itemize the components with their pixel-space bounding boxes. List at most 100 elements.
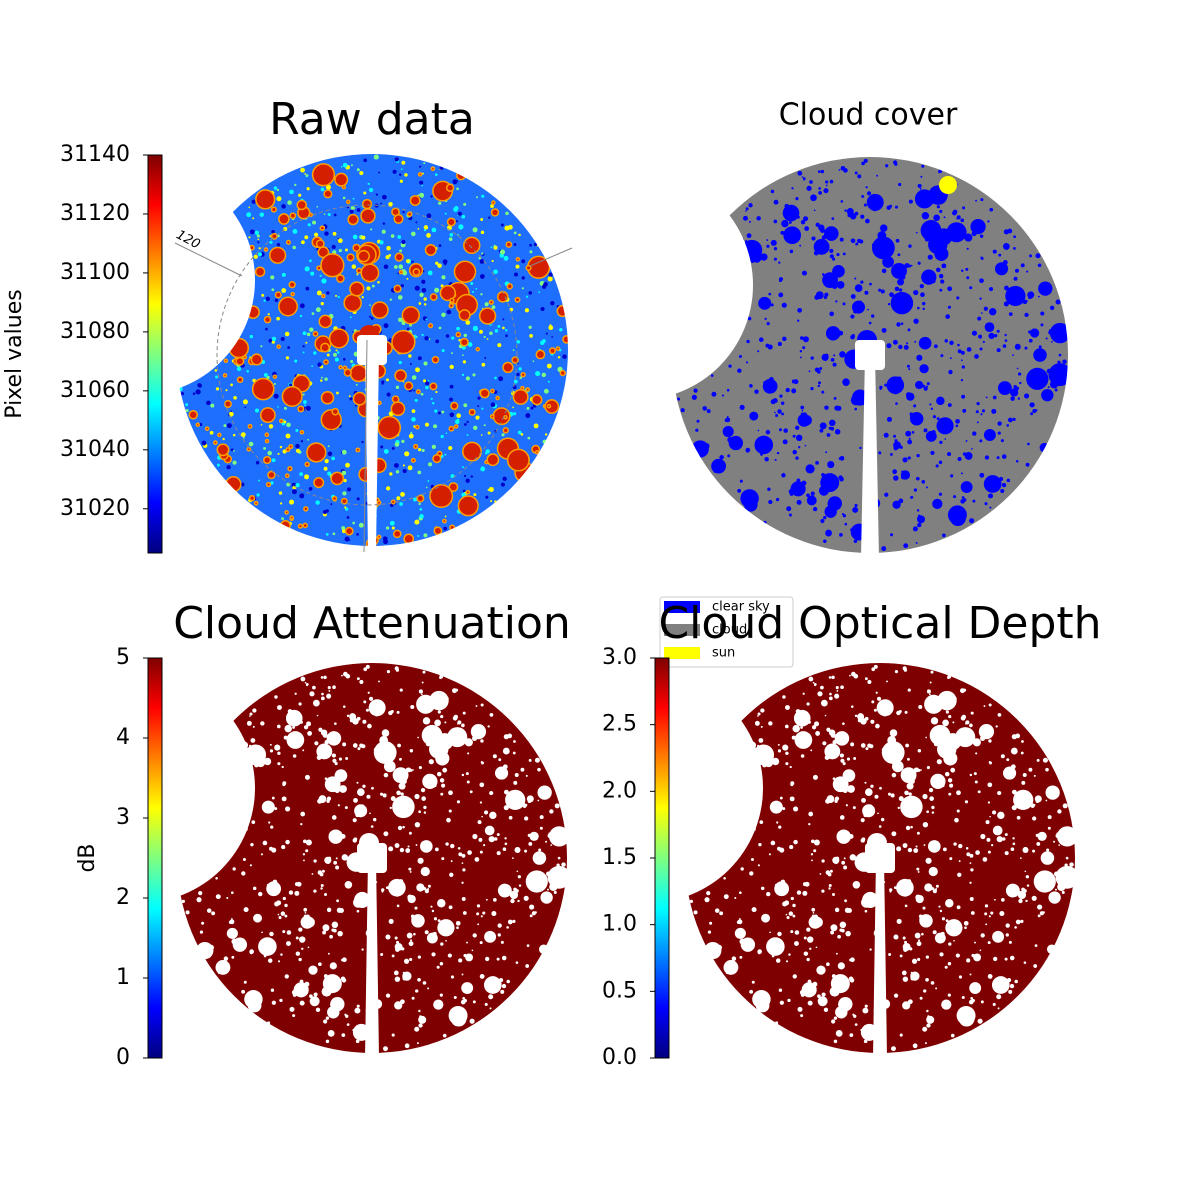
image-speck xyxy=(361,440,364,444)
image-blob xyxy=(270,206,277,213)
image-speck xyxy=(442,1033,447,1038)
image-speck xyxy=(237,263,242,269)
image-blob xyxy=(877,359,882,364)
image-blob xyxy=(390,710,394,714)
image-speck xyxy=(295,951,301,956)
image-speck xyxy=(303,400,307,404)
image-blob xyxy=(388,878,406,897)
image-speck xyxy=(277,913,280,916)
image-blob xyxy=(497,883,512,898)
image-speck xyxy=(188,864,193,869)
image-speck xyxy=(785,960,789,963)
image-blob xyxy=(902,976,909,982)
image-blob xyxy=(855,242,859,246)
image-blob xyxy=(704,783,712,791)
image-blob xyxy=(836,829,851,844)
colorbar-tick-label: 31080 xyxy=(60,319,130,344)
image-blob xyxy=(367,723,372,729)
image-blob xyxy=(975,410,979,414)
image-speck xyxy=(850,957,855,963)
image-speck xyxy=(430,905,433,908)
image-blob xyxy=(453,995,457,999)
image-blob xyxy=(341,854,349,861)
image-speck xyxy=(437,263,442,268)
image-speck xyxy=(371,284,375,288)
image-speck xyxy=(963,920,969,926)
image-speck xyxy=(187,356,192,361)
image-speck xyxy=(1012,417,1016,421)
image-speck xyxy=(486,338,489,340)
image-speck xyxy=(780,230,785,235)
legend-label: cloud xyxy=(712,623,747,638)
image-blob xyxy=(722,425,734,438)
image-speck xyxy=(795,197,799,201)
image-speck xyxy=(307,223,311,227)
image-blob xyxy=(821,390,825,394)
image-blob xyxy=(1047,826,1051,830)
image-speck xyxy=(754,389,759,394)
image-speck xyxy=(1008,312,1013,316)
image-speck xyxy=(499,249,506,255)
image-speck xyxy=(465,376,470,381)
image-speck xyxy=(702,406,707,411)
image-speck xyxy=(902,457,908,463)
image-speck xyxy=(789,765,792,769)
image-speck xyxy=(1003,301,1009,307)
image-speck xyxy=(223,340,227,344)
image-blob xyxy=(770,840,776,846)
image-speck xyxy=(1012,837,1015,840)
image-speck xyxy=(365,1009,369,1013)
image-speck xyxy=(986,837,991,842)
image-speck xyxy=(765,429,771,435)
image-speck xyxy=(406,259,410,264)
image-speck xyxy=(947,961,952,966)
image-blob xyxy=(751,980,755,984)
image-speck xyxy=(939,952,944,957)
image-speck xyxy=(1047,386,1050,389)
image-blob xyxy=(818,224,825,231)
image-speck xyxy=(751,769,754,772)
image-speck xyxy=(823,1007,829,1012)
image-speck xyxy=(550,844,553,846)
image-speck xyxy=(838,168,841,171)
image-blob xyxy=(298,936,306,943)
image-blob xyxy=(704,861,716,872)
image-speck xyxy=(938,905,941,908)
image-speck xyxy=(824,714,827,717)
image-speck xyxy=(303,859,305,862)
image-speck xyxy=(726,299,729,302)
image-blob xyxy=(479,388,490,399)
image-speck xyxy=(413,932,416,936)
image-speck xyxy=(291,489,297,495)
image-speck xyxy=(1031,895,1037,901)
image-speck xyxy=(673,350,679,356)
image-speck xyxy=(1047,815,1052,820)
image-blob xyxy=(534,757,540,763)
image-speck xyxy=(294,359,298,363)
image-speck xyxy=(782,695,786,699)
image-blob xyxy=(512,389,529,405)
image-blob xyxy=(835,1029,843,1037)
image-speck xyxy=(472,227,478,233)
image-speck xyxy=(521,259,526,264)
image-speck xyxy=(199,930,204,934)
image-blob xyxy=(887,735,897,745)
image-speck xyxy=(305,682,309,686)
image-speck xyxy=(548,325,554,331)
image-speck xyxy=(770,189,775,194)
image-blob xyxy=(224,286,235,297)
image-speck xyxy=(337,238,343,244)
image-speck xyxy=(242,261,245,263)
sky-image xyxy=(175,663,571,1053)
image-speck xyxy=(423,229,427,232)
image-speck xyxy=(866,191,872,196)
image-blob xyxy=(865,747,869,751)
image-speck xyxy=(343,358,346,361)
image-speck xyxy=(945,314,950,319)
image-blob xyxy=(288,280,296,289)
image-speck xyxy=(998,253,1002,257)
image-speck xyxy=(987,493,994,499)
image-speck xyxy=(941,917,946,921)
image-speck xyxy=(864,1004,868,1008)
image-speck xyxy=(748,220,751,223)
